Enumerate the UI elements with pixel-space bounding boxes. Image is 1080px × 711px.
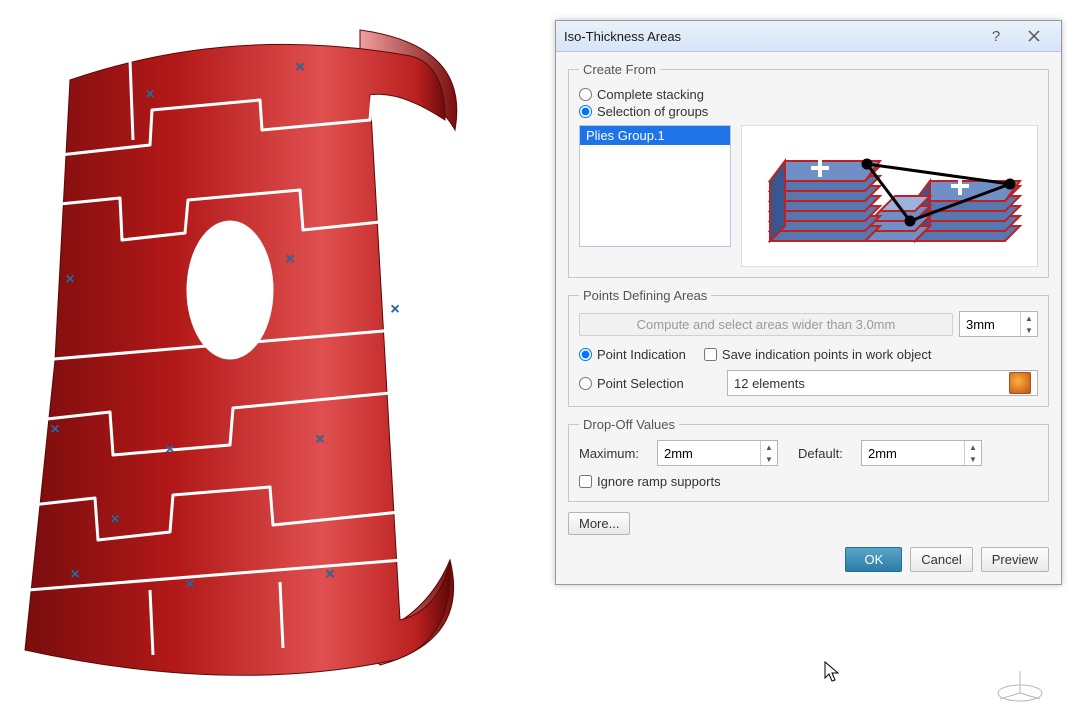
check-ignore-ramp-input[interactable] bbox=[579, 475, 592, 488]
list-item[interactable]: Plies Group.1 bbox=[580, 126, 730, 145]
radio-point-selection-input[interactable] bbox=[579, 377, 592, 390]
area-width-spinner[interactable]: ▲▼ bbox=[959, 311, 1038, 337]
maximum-spinner[interactable]: ▲▼ bbox=[657, 440, 778, 466]
radio-selection-of-groups-label: Selection of groups bbox=[597, 104, 708, 119]
cancel-button[interactable]: Cancel bbox=[910, 547, 972, 572]
radio-point-indication[interactable]: Point Indication bbox=[579, 347, 686, 362]
dov-legend: Drop-Off Values bbox=[579, 417, 679, 432]
preview-button[interactable]: Preview bbox=[981, 547, 1049, 572]
composite-panel-model bbox=[0, 0, 520, 700]
radio-point-selection-label: Point Selection bbox=[597, 376, 684, 391]
titlebar[interactable]: Iso-Thickness Areas ? bbox=[556, 21, 1061, 52]
spin-up-icon[interactable]: ▲ bbox=[965, 441, 981, 453]
default-input[interactable] bbox=[862, 441, 964, 465]
elements-value: 12 elements bbox=[734, 376, 805, 391]
elements-field[interactable]: 12 elements bbox=[727, 370, 1038, 396]
radio-complete-stacking[interactable]: Complete stacking bbox=[579, 87, 1038, 102]
spin-up-icon[interactable]: ▲ bbox=[1021, 312, 1037, 324]
iso-thickness-dialog: Iso-Thickness Areas ? Create From Comple… bbox=[555, 20, 1062, 585]
check-ignore-ramp-label: Ignore ramp supports bbox=[597, 474, 721, 489]
view-compass-icon[interactable] bbox=[990, 663, 1050, 703]
check-save-points-label: Save indication points in work object bbox=[722, 347, 932, 362]
selection-bag-icon[interactable] bbox=[1009, 372, 1031, 394]
radio-selection-of-groups[interactable]: Selection of groups bbox=[579, 104, 1038, 119]
spin-up-icon[interactable]: ▲ bbox=[761, 441, 777, 453]
help-button[interactable]: ? bbox=[977, 25, 1015, 47]
more-button[interactable]: More... bbox=[568, 512, 630, 535]
ok-button[interactable]: OK bbox=[845, 547, 902, 572]
check-ignore-ramp[interactable]: Ignore ramp supports bbox=[579, 474, 1038, 489]
spin-down-icon[interactable]: ▼ bbox=[761, 453, 777, 465]
spin-down-icon[interactable]: ▼ bbox=[965, 453, 981, 465]
groups-listbox[interactable]: Plies Group.1 bbox=[579, 125, 731, 247]
close-button[interactable] bbox=[1015, 25, 1053, 47]
maximum-input[interactable] bbox=[658, 441, 760, 465]
thickness-illustration bbox=[741, 125, 1038, 267]
default-spinner[interactable]: ▲▼ bbox=[861, 440, 982, 466]
default-label: Default: bbox=[798, 446, 853, 461]
pda-legend: Points Defining Areas bbox=[579, 288, 711, 303]
area-width-input[interactable] bbox=[960, 312, 1020, 336]
maximum-label: Maximum: bbox=[579, 446, 649, 461]
dialog-title: Iso-Thickness Areas bbox=[564, 29, 977, 44]
check-save-points[interactable]: Save indication points in work object bbox=[704, 347, 932, 362]
radio-selection-of-groups-input[interactable] bbox=[579, 105, 592, 118]
check-save-points-input[interactable] bbox=[704, 348, 717, 361]
points-defining-areas-group: Points Defining Areas Compute and select… bbox=[568, 288, 1049, 407]
radio-point-selection[interactable]: Point Selection bbox=[579, 376, 709, 391]
radio-complete-stacking-label: Complete stacking bbox=[597, 87, 704, 102]
close-icon bbox=[1028, 30, 1040, 42]
viewport-3d[interactable]: ×××××××××××× bbox=[0, 0, 520, 711]
cursor-icon bbox=[823, 660, 843, 684]
radio-complete-stacking-input[interactable] bbox=[579, 88, 592, 101]
drop-off-values-group: Drop-Off Values Maximum: ▲▼ Default: ▲▼ bbox=[568, 417, 1049, 502]
create-from-legend: Create From bbox=[579, 62, 660, 77]
create-from-group: Create From Complete stacking Selection … bbox=[568, 62, 1049, 278]
radio-point-indication-label: Point Indication bbox=[597, 347, 686, 362]
spin-down-icon[interactable]: ▼ bbox=[1021, 324, 1037, 336]
compute-areas-button[interactable]: Compute and select areas wider than 3.0m… bbox=[579, 313, 953, 336]
radio-point-indication-input[interactable] bbox=[579, 348, 592, 361]
